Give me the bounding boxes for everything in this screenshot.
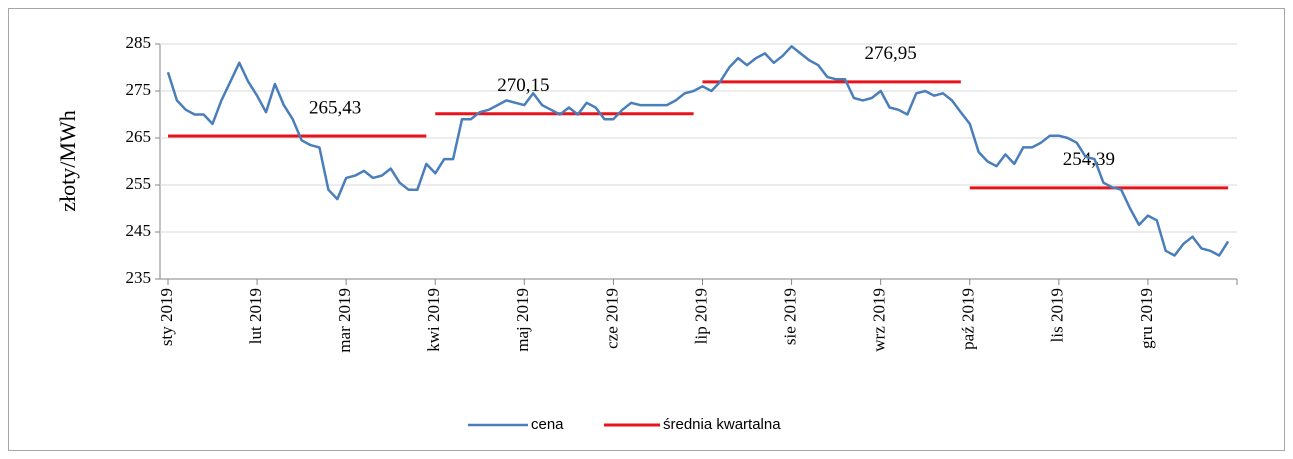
x-tick-label: lip 2019 [691,288,710,344]
x-tick-label: maj 2019 [513,288,532,352]
legend-label: cena [531,416,564,433]
x-tick-label: kwi 2019 [424,288,443,352]
x-tick-label: sie 2019 [780,288,799,345]
x-tick-label: sty 2019 [157,288,176,346]
y-tick-label: 235 [126,268,152,287]
value-label: 270,15 [497,75,549,96]
x-tick-label: cze 2019 [602,288,621,349]
chart-border [8,8,1285,451]
y-tick-label: 285 [126,33,152,52]
x-tick-label: mar 2019 [335,288,354,353]
y-tick-label: 245 [126,221,152,240]
y-axis-label: złoty/MWh [55,110,80,211]
value-label: 265,43 [309,97,361,118]
y-tick-label: 265 [126,127,152,146]
x-tick-label: lut 2019 [246,288,265,344]
y-tick-label: 255 [126,174,152,193]
legend-label: średnia kwartalna [663,416,781,433]
x-tick-label: wrz 2019 [870,288,889,352]
value-label: 254,39 [1063,149,1115,170]
line-series [166,45,1230,257]
x-tick-label: lis 2019 [1048,288,1067,342]
x-tick-label: gru 2019 [1137,288,1156,349]
y-tick-label: 275 [126,80,152,99]
x-tick-label: paź 2019 [959,288,978,350]
value-label: 276,95 [865,43,917,64]
